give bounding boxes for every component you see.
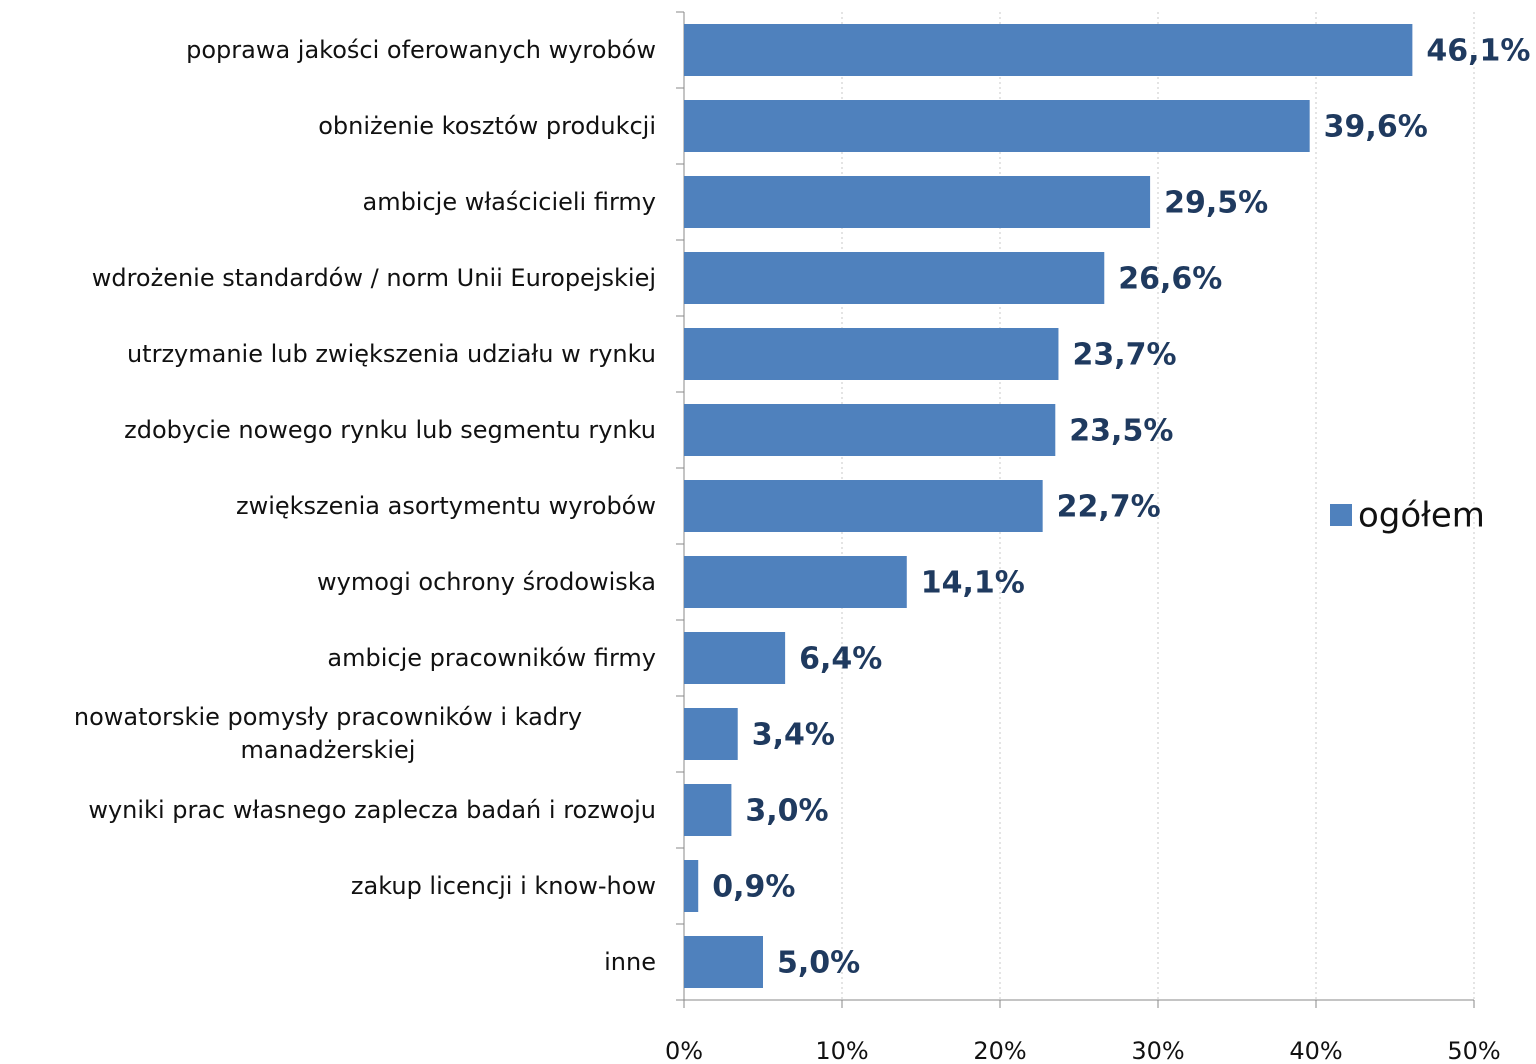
category-label: poprawa jakości oferowanych wyrobów <box>186 35 656 64</box>
bar <box>684 176 1151 228</box>
category-label: ambicje pracowników firmy <box>327 643 656 672</box>
value-label: 14,1% <box>921 566 1025 601</box>
category-label-row: wymogi ochrony środowiska <box>317 544 656 620</box>
bar <box>684 252 1105 304</box>
x-tick-label: 30% <box>1131 1037 1184 1064</box>
legend-swatch <box>1330 504 1352 526</box>
bar <box>684 404 1056 456</box>
value-label: 26,6% <box>1118 262 1222 297</box>
legend-label: ogółem <box>1358 496 1485 536</box>
bar <box>684 328 1059 380</box>
category-label: nowatorskie pomysły pracowników i kadry … <box>73 703 583 764</box>
x-tick-label: 50% <box>1447 1037 1500 1064</box>
category-label-row: zwiększenia asortymentu wyrobów <box>236 468 656 544</box>
category-label-row: obniżenie kosztów produkcji <box>318 88 656 164</box>
value-label: 0,9% <box>712 870 795 905</box>
value-label: 46,1% <box>1426 34 1530 69</box>
bar <box>684 556 907 608</box>
x-tick-label: 20% <box>973 1037 1026 1064</box>
category-label-row: wyniki prac własnego zaplecza badań i ro… <box>88 772 656 848</box>
bar <box>684 480 1043 532</box>
category-label: wdrożenie standardów / norm Unii Europej… <box>91 263 656 292</box>
category-label-row: utrzymanie lub zwiększenia udziału w ryn… <box>127 316 656 392</box>
value-label: 23,7% <box>1072 338 1176 373</box>
category-label: zakup licencji i know-how <box>350 871 656 900</box>
x-tick-label: 40% <box>1289 1037 1342 1064</box>
value-label: 39,6% <box>1324 110 1428 145</box>
bar <box>684 708 738 760</box>
category-label: wyniki prac własnego zaplecza badań i ro… <box>88 795 656 824</box>
bar <box>684 100 1310 152</box>
category-label-row: zdobycie nowego rynku lub segmentu rynku <box>124 392 656 468</box>
category-label: utrzymanie lub zwiększenia udziału w ryn… <box>126 339 656 368</box>
value-label: 5,0% <box>777 946 860 981</box>
value-label: 22,7% <box>1057 490 1161 525</box>
category-label-row: wdrożenie standardów / norm Unii Europej… <box>92 240 656 316</box>
value-label: 3,0% <box>745 794 828 829</box>
value-label: 6,4% <box>799 642 882 677</box>
value-label: 3,4% <box>752 718 835 753</box>
category-label-row: inne <box>604 924 656 1000</box>
category-label: obniżenie kosztów produkcji <box>318 111 656 140</box>
category-label: ambicje właścicieli firmy <box>362 187 656 216</box>
category-label-row: ambicje właścicieli firmy <box>362 164 656 240</box>
value-label: 23,5% <box>1069 414 1173 449</box>
bar <box>684 24 1413 76</box>
category-label-row: poprawa jakości oferowanych wyrobów <box>186 12 656 88</box>
bar <box>684 936 763 988</box>
category-label-row: nowatorskie pomysły pracowników i kadry … <box>0 696 656 772</box>
bar <box>684 860 699 912</box>
category-label: zdobycie nowego rynku lub segmentu rynku <box>124 415 656 444</box>
value-label: 29,5% <box>1164 186 1268 221</box>
x-tick-label: 0% <box>665 1037 703 1064</box>
category-label: inne <box>604 947 656 976</box>
category-label-row: ambicje pracowników firmy <box>327 620 656 696</box>
category-label: zwiększenia asortymentu wyrobów <box>235 491 656 520</box>
category-label-row: zakup licencji i know-how <box>351 848 656 924</box>
x-tick-label: 10% <box>815 1037 868 1064</box>
bar <box>684 784 732 836</box>
bar <box>684 632 786 684</box>
category-label: wymogi ochrony środowiska <box>316 567 656 596</box>
